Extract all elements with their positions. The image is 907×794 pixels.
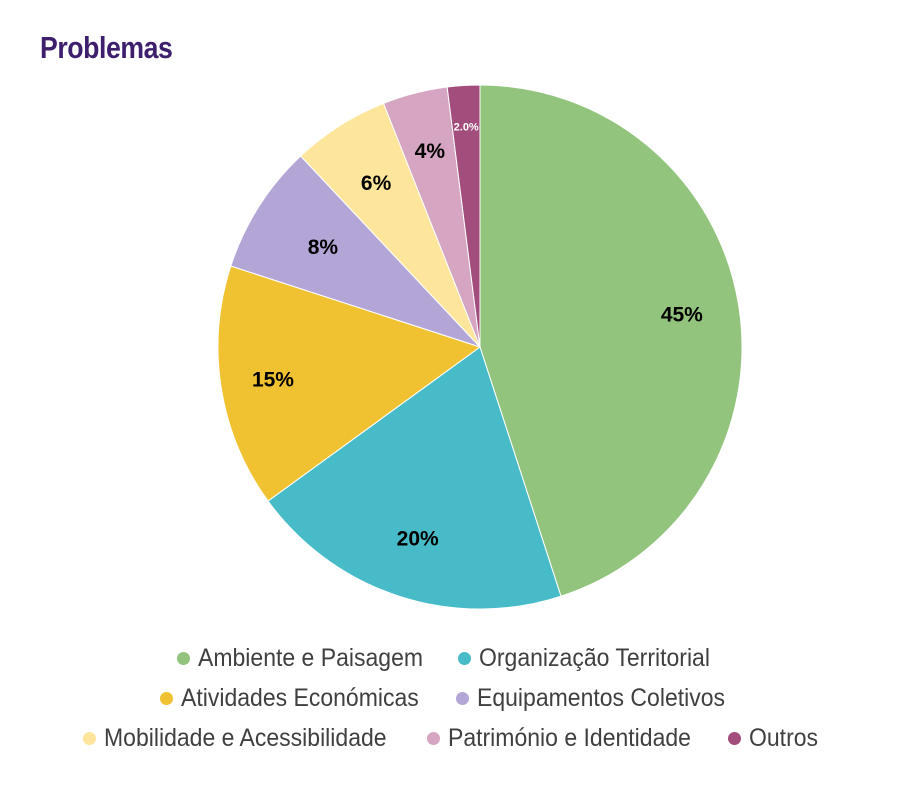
pie-slice <box>479 84 743 597</box>
legend-item: Atividades Económicas <box>160 684 439 713</box>
legend-item: Património e Identidade <box>427 724 712 753</box>
legend-item: Equipamentos Coletivos <box>455 683 747 713</box>
pie-data-label: 6% <box>361 172 392 195</box>
legend-label: Atividades Económicas <box>181 683 420 712</box>
legend-marker <box>455 691 469 705</box>
legend-marker <box>427 731 441 745</box>
legend-label: Equipamentos Coletivos <box>476 683 725 712</box>
legend-item: Organização Territorial <box>458 644 730 673</box>
legend-marker <box>176 651 190 665</box>
legend-row: Ambiente e Paisagem Organização Territor… <box>169 638 739 678</box>
legend-label: Património e Identidade <box>448 723 691 752</box>
legend-label: Mobilidade e Acessibilidade <box>103 723 387 752</box>
pie-data-labels: 45% 20% 15% 8% 6% 4% 2.0% <box>252 121 703 550</box>
legend-marker <box>458 651 472 665</box>
legend-label: Organização Territorial <box>479 643 711 672</box>
legend-label: Ambiente e Paisagem <box>197 643 423 672</box>
pie-slice <box>267 346 562 610</box>
pie-slice <box>217 265 482 502</box>
legend-marker <box>728 731 742 745</box>
pie-data-label: 20% <box>397 527 439 550</box>
chart-title: Problemas <box>40 30 173 65</box>
chart-legend: Ambiente e Paisagem Organização Territor… <box>0 638 907 758</box>
legend-label: Outros <box>749 723 819 752</box>
legend-item: Ambiente e Paisagem <box>176 643 443 673</box>
pie-slice <box>446 84 481 348</box>
pie-data-label: 2.0% <box>454 121 479 133</box>
pie-data-label: 8% <box>308 236 339 259</box>
pie-data-label: 45% <box>661 304 703 327</box>
pie-slices <box>217 84 743 610</box>
pie-slice <box>230 155 481 348</box>
legend-row: Mobilidade e Acessibilidade Património e… <box>75 718 832 758</box>
legend-item: Mobilidade e Acessibilidade <box>82 723 411 753</box>
legend-marker <box>160 691 174 705</box>
legend-item: Outros <box>728 724 824 753</box>
pie-data-label: 4% <box>415 140 446 163</box>
pie-data-label: 15% <box>252 368 294 391</box>
legend-row: Atividades Económicas Equipamentos Colet… <box>152 678 754 718</box>
legend-marker <box>82 731 96 745</box>
